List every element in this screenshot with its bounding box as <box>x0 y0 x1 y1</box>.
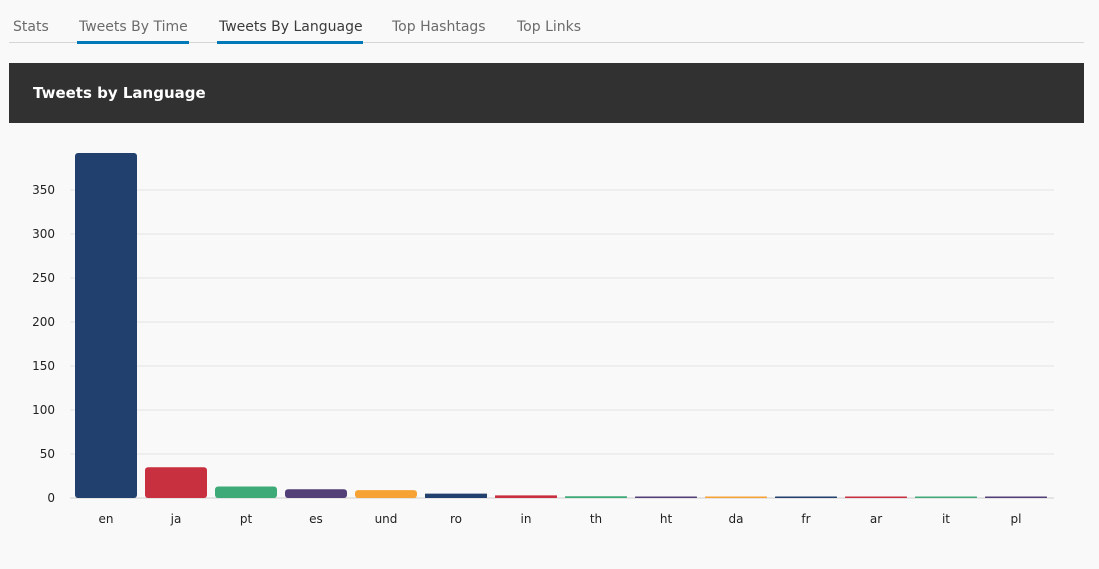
y-tick-label: 50 <box>40 447 55 461</box>
chart-x-axis: en ja pt es und ro in th ht da fr ar it pl <box>99 512 1022 526</box>
tweets-by-language-chart: 0 50 100 150 200 250 300 350 en ja pt es und ro in th h… <box>32 153 1054 526</box>
x-tick-label: ht <box>660 512 673 526</box>
bar-es[interactable] <box>285 489 347 498</box>
x-tick-label: pt <box>240 512 253 526</box>
y-tick-label: 250 <box>32 271 55 285</box>
tab-tweets-by-time-label: Tweets By Time <box>79 19 188 35</box>
x-tick-label: ro <box>450 512 462 526</box>
y-tick-label: 150 <box>32 359 55 373</box>
bar-pt[interactable] <box>215 486 277 498</box>
x-tick-label: ja <box>170 512 182 526</box>
panel-title: Tweets by Language <box>33 84 206 102</box>
x-tick-label: en <box>99 512 114 526</box>
x-tick-label: it <box>942 512 950 526</box>
bar-da[interactable] <box>705 496 767 499</box>
bar-ro[interactable] <box>425 493 487 498</box>
tab-tweets-by-language-label: Tweets By Language <box>219 19 363 35</box>
bar-ja[interactable] <box>145 467 207 498</box>
x-tick-label: in <box>521 512 532 526</box>
panel-header: Tweets by Language <box>9 63 1084 123</box>
x-tick-label: fr <box>801 512 810 526</box>
tab-tweets-by-language[interactable]: Tweets By Language <box>217 0 363 44</box>
y-tick-label: 200 <box>32 315 55 329</box>
x-tick-label: th <box>590 512 602 526</box>
y-tick-label: 0 <box>47 491 55 505</box>
tab-bar: Stats Tweets By Time Tweets By Language … <box>9 0 1084 44</box>
tab-tweets-by-time-underline <box>77 41 189 44</box>
chart-grid <box>70 189 1054 499</box>
chart-y-axis: 0 50 100 150 200 250 300 350 <box>32 183 55 505</box>
x-tick-label: pl <box>1011 512 1022 526</box>
bar-fr[interactable] <box>775 496 837 499</box>
x-tick-label: und <box>375 512 398 526</box>
bar-pl[interactable] <box>985 496 1047 499</box>
bar-th[interactable] <box>565 496 627 498</box>
x-tick-label: es <box>309 512 323 526</box>
tab-stats[interactable]: Stats <box>13 19 49 35</box>
y-tick-label: 100 <box>32 403 55 417</box>
y-tick-label: 300 <box>32 227 55 241</box>
x-tick-label: da <box>729 512 744 526</box>
bar-in[interactable] <box>495 495 557 498</box>
bar-it[interactable] <box>915 496 977 499</box>
tab-top-links[interactable]: Top Links <box>517 19 582 35</box>
tab-tweets-by-time[interactable]: Tweets By Time <box>77 0 189 44</box>
bar-en[interactable] <box>75 153 137 498</box>
x-tick-label: ar <box>870 512 882 526</box>
y-tick-label: 350 <box>32 183 55 197</box>
tab-top-hashtags[interactable]: Top Hashtags <box>392 19 486 35</box>
bar-ar[interactable] <box>845 496 907 499</box>
tab-tweets-by-language-underline <box>217 41 363 44</box>
chart-bars <box>75 153 1047 498</box>
bar-ht[interactable] <box>635 496 697 499</box>
bar-und[interactable] <box>355 490 417 498</box>
